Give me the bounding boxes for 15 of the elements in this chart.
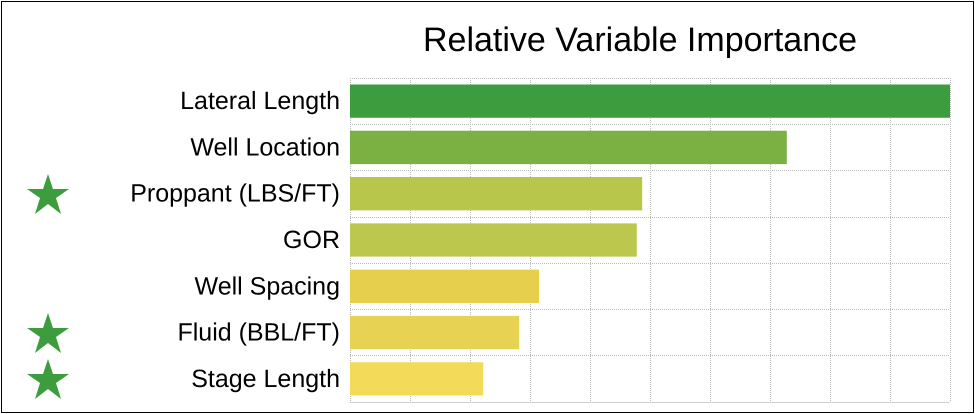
y-tick-label: Proppant (LBS/FT) bbox=[130, 180, 340, 208]
bar bbox=[350, 270, 539, 303]
bar bbox=[350, 177, 642, 210]
bar bbox=[350, 316, 520, 350]
y-tick-label: Lateral Length bbox=[180, 87, 340, 116]
bar bbox=[350, 223, 637, 257]
bar bbox=[350, 130, 787, 164]
y-tick-label: Stage Length bbox=[191, 364, 340, 393]
y-tick-label: Well Location bbox=[190, 133, 340, 162]
chart-title: Relative Variable Importance bbox=[422, 21, 858, 59]
bar bbox=[350, 84, 950, 118]
y-tick-label: GOR bbox=[283, 226, 340, 254]
y-tick-label: Well Spacing bbox=[194, 272, 340, 300]
y-tick-label: Fluid (BBL/FT) bbox=[177, 318, 340, 347]
bar bbox=[350, 362, 484, 396]
